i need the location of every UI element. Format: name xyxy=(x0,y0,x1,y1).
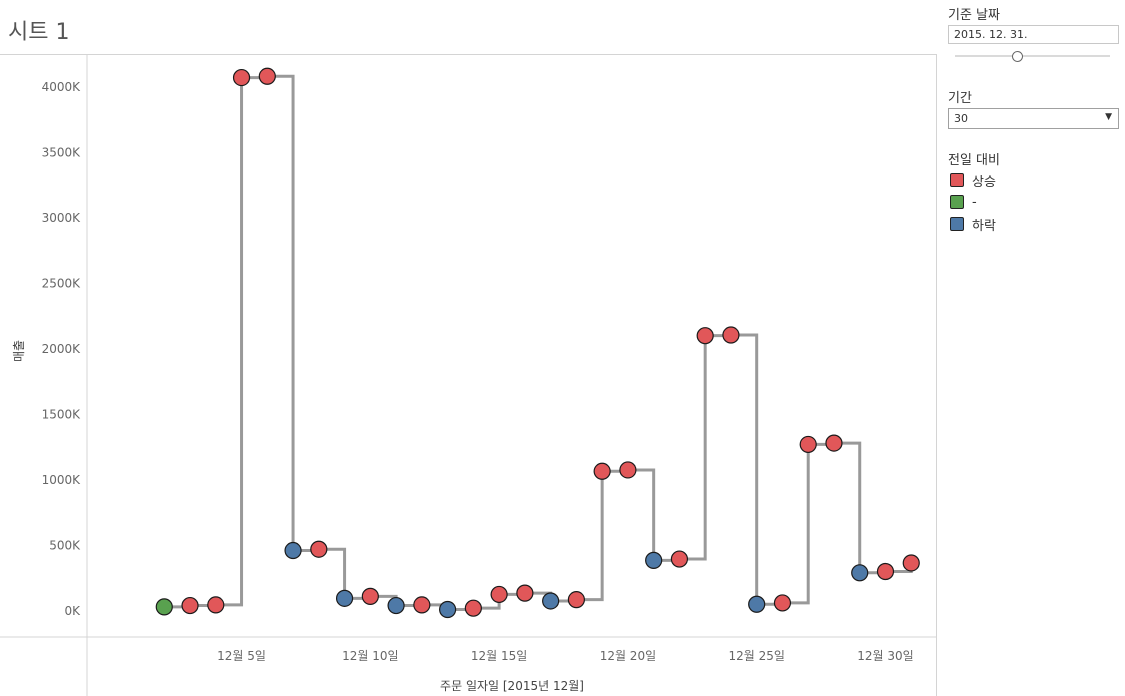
sheet-title: 시트 1 xyxy=(8,20,70,45)
period-select-value: 30 xyxy=(954,112,968,125)
step-line-chart[interactable]: 0K 500K 1000K 1500K 2000K 2500K 3000K 3500K 4000… xyxy=(0,0,940,696)
data-point-day-2[interactable] xyxy=(155,598,173,616)
y-tick-label: 3000K xyxy=(42,211,82,225)
y-axis-ticks: 0K 500K 1000K 1500K 2000K 2500K 3000K 3500K 4000… xyxy=(42,80,82,618)
y-tick-label: 500K xyxy=(49,538,81,552)
x-axis-label: 주문 일자일 [2015년 12월] xyxy=(440,679,584,693)
data-point-day-19[interactable] xyxy=(593,462,611,480)
data-point-day-6[interactable] xyxy=(258,67,276,85)
data-point-day-25[interactable] xyxy=(748,595,766,613)
data-point-day-28[interactable] xyxy=(825,434,843,452)
data-point-day-29[interactable] xyxy=(851,564,869,582)
y-tick-label: 2500K xyxy=(42,276,82,290)
x-tick-label: 12월 5일 xyxy=(217,649,266,663)
y-tick-label: 1000K xyxy=(42,473,82,487)
plot-frame xyxy=(0,54,937,696)
data-point-day-5[interactable] xyxy=(232,68,251,87)
data-point-day-15[interactable] xyxy=(490,585,508,604)
data-point-day-8[interactable] xyxy=(310,540,328,558)
legend-swatch-flat xyxy=(950,195,964,209)
period-select[interactable]: 30 ▼ xyxy=(948,108,1119,129)
y-tick-label: 4000K xyxy=(42,80,82,94)
data-point-day-4[interactable] xyxy=(207,596,225,614)
period-label: 기간 xyxy=(948,91,972,106)
legend-label-fall: 하락 xyxy=(972,218,996,234)
base-date-label: 기준 날짜 xyxy=(948,8,1000,23)
data-point-day-9[interactable] xyxy=(335,589,354,607)
x-tick-label: 12월 10일 xyxy=(342,649,398,663)
data-point-day-30[interactable] xyxy=(876,562,895,581)
y-tick-label: 3500K xyxy=(42,145,82,159)
base-date-slider-track[interactable] xyxy=(955,55,1110,57)
data-point-day-13[interactable] xyxy=(439,600,457,619)
legend-swatch-rise xyxy=(950,173,964,187)
y-tick-label: 1500K xyxy=(42,407,82,421)
data-point-day-7[interactable] xyxy=(284,541,302,560)
data-points xyxy=(155,67,920,619)
data-point-day-22[interactable] xyxy=(670,550,689,568)
legend-title: 전일 대비 xyxy=(948,153,1000,168)
data-point-day-17[interactable] xyxy=(542,592,560,610)
base-date-input[interactable]: 2015. 12. 31. xyxy=(948,25,1119,44)
data-point-day-20[interactable] xyxy=(619,461,637,479)
x-tick-label: 12월 20일 xyxy=(600,649,656,663)
data-point-day-24[interactable] xyxy=(722,326,740,344)
chevron-down-icon: ▼ xyxy=(1105,112,1112,122)
base-date-slider-handle[interactable] xyxy=(1012,51,1023,62)
x-tick-label: 12월 15일 xyxy=(471,649,527,663)
legend-item-rise[interactable]: 상승 xyxy=(950,172,996,190)
data-point-day-27[interactable] xyxy=(799,435,817,454)
data-point-day-31[interactable] xyxy=(902,554,920,572)
legend-label-flat: - xyxy=(972,194,977,210)
y-axis-label: 매출 xyxy=(12,340,26,362)
y-tick-label: 2000K xyxy=(42,342,82,356)
data-point-day-10[interactable] xyxy=(361,587,379,605)
y-tick-label: 0K xyxy=(64,604,81,618)
data-point-day-12[interactable] xyxy=(413,596,431,614)
data-point-day-26[interactable] xyxy=(773,594,792,612)
x-tick-label: 12월 25일 xyxy=(728,649,784,663)
x-axis-ticks: 12월 5일 12월 10일 12월 15일 12월 20일 12월 25일 12월 30… xyxy=(217,649,914,663)
data-point-day-11[interactable] xyxy=(387,596,405,615)
data-point-day-3[interactable] xyxy=(181,596,199,615)
legend-swatch-fall xyxy=(950,217,964,231)
legend-item-fall[interactable]: 하락 xyxy=(950,216,996,234)
legend-item-flat[interactable]: - xyxy=(950,194,977,210)
data-point-day-23[interactable] xyxy=(696,327,714,345)
sales-step-line xyxy=(164,74,913,611)
x-tick-label: 12월 30일 xyxy=(857,649,913,663)
data-point-day-18[interactable] xyxy=(567,591,585,609)
data-point-day-16[interactable] xyxy=(516,584,534,602)
legend-label-rise: 상승 xyxy=(972,174,996,190)
data-point-day-21[interactable] xyxy=(645,551,663,569)
data-point-day-14[interactable] xyxy=(464,599,482,617)
